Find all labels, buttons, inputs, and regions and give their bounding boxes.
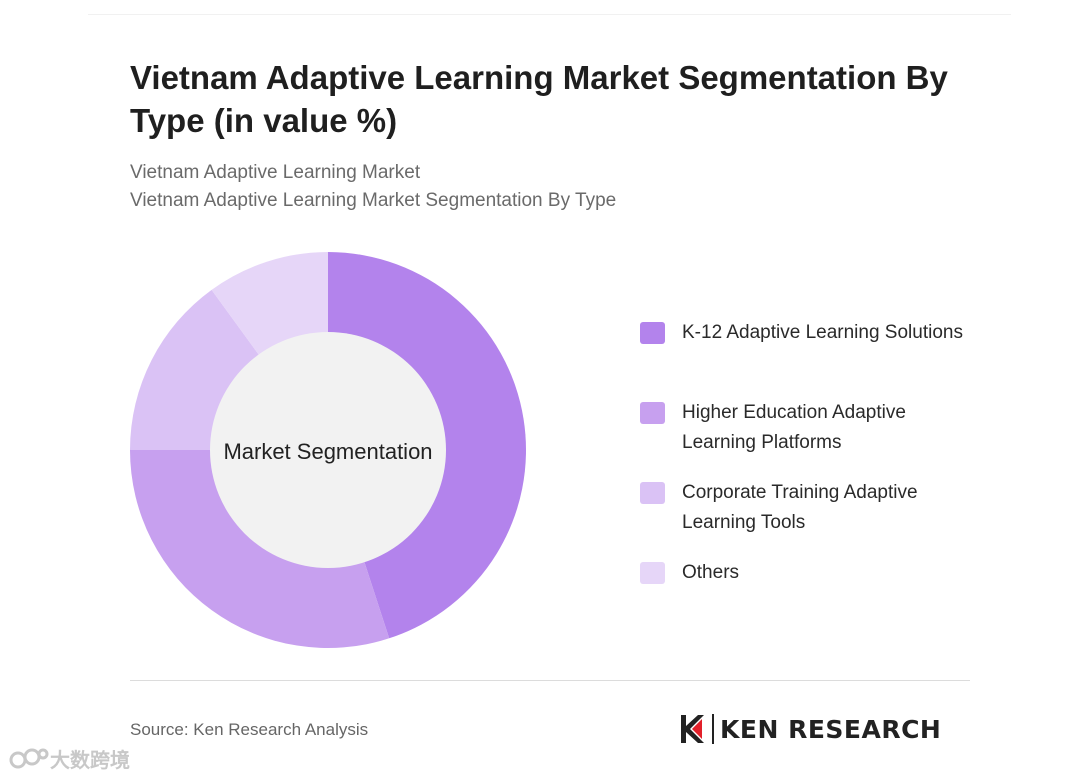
legend-swatch: [640, 482, 665, 504]
ken-research-logo-icon: [681, 715, 704, 743]
logo-text: KEN RESEARCH: [720, 714, 942, 744]
donut-chart: Market Segmentation: [130, 252, 526, 648]
breadcrumb-item-1[interactable]: Vietnam Adaptive Learning Market: [130, 162, 421, 183]
legend-item-k12[interactable]: K-12 Adaptive Learning Solutions: [640, 318, 972, 348]
legend-item-corporate-training[interactable]: Corporate Training Adaptive Learning Too…: [640, 478, 972, 538]
source-note: Source: Ken Research Analysis: [130, 720, 369, 739]
watermark-text: 大数跨境: [50, 750, 130, 772]
legend-item-others[interactable]: Others: [640, 558, 972, 588]
legend-label: K-12 Adaptive Learning Solutions: [682, 322, 963, 343]
donut-center: [210, 332, 446, 568]
watermark-logo-icon: [9, 748, 49, 768]
legend-swatch: [640, 322, 665, 344]
legend-swatch: [640, 562, 665, 584]
legend-label: Corporate Training Adaptive Learning Too…: [682, 482, 918, 533]
donut-center-label: Market Segmentation: [223, 439, 432, 464]
watermark: 大数跨境: [8, 744, 130, 773]
legend-item-higher-education[interactable]: Higher Education Adaptive Learning Platf…: [640, 398, 972, 458]
legend-label: Others: [682, 562, 740, 583]
ken-research-logo[interactable]: KEN RESEARCH: [678, 711, 941, 747]
breadcrumb-item-2[interactable]: Vietnam Adaptive Learning Market Segment…: [130, 190, 617, 211]
legend-label: Higher Education Adaptive Learning Platf…: [682, 402, 906, 453]
footer-divider: [130, 680, 970, 681]
logo-separator: [712, 714, 714, 744]
page-title: Vietnam Adaptive Learning Market Segment…: [130, 59, 948, 139]
legend-swatch: [640, 402, 665, 424]
chart-card: [88, 14, 1011, 765]
